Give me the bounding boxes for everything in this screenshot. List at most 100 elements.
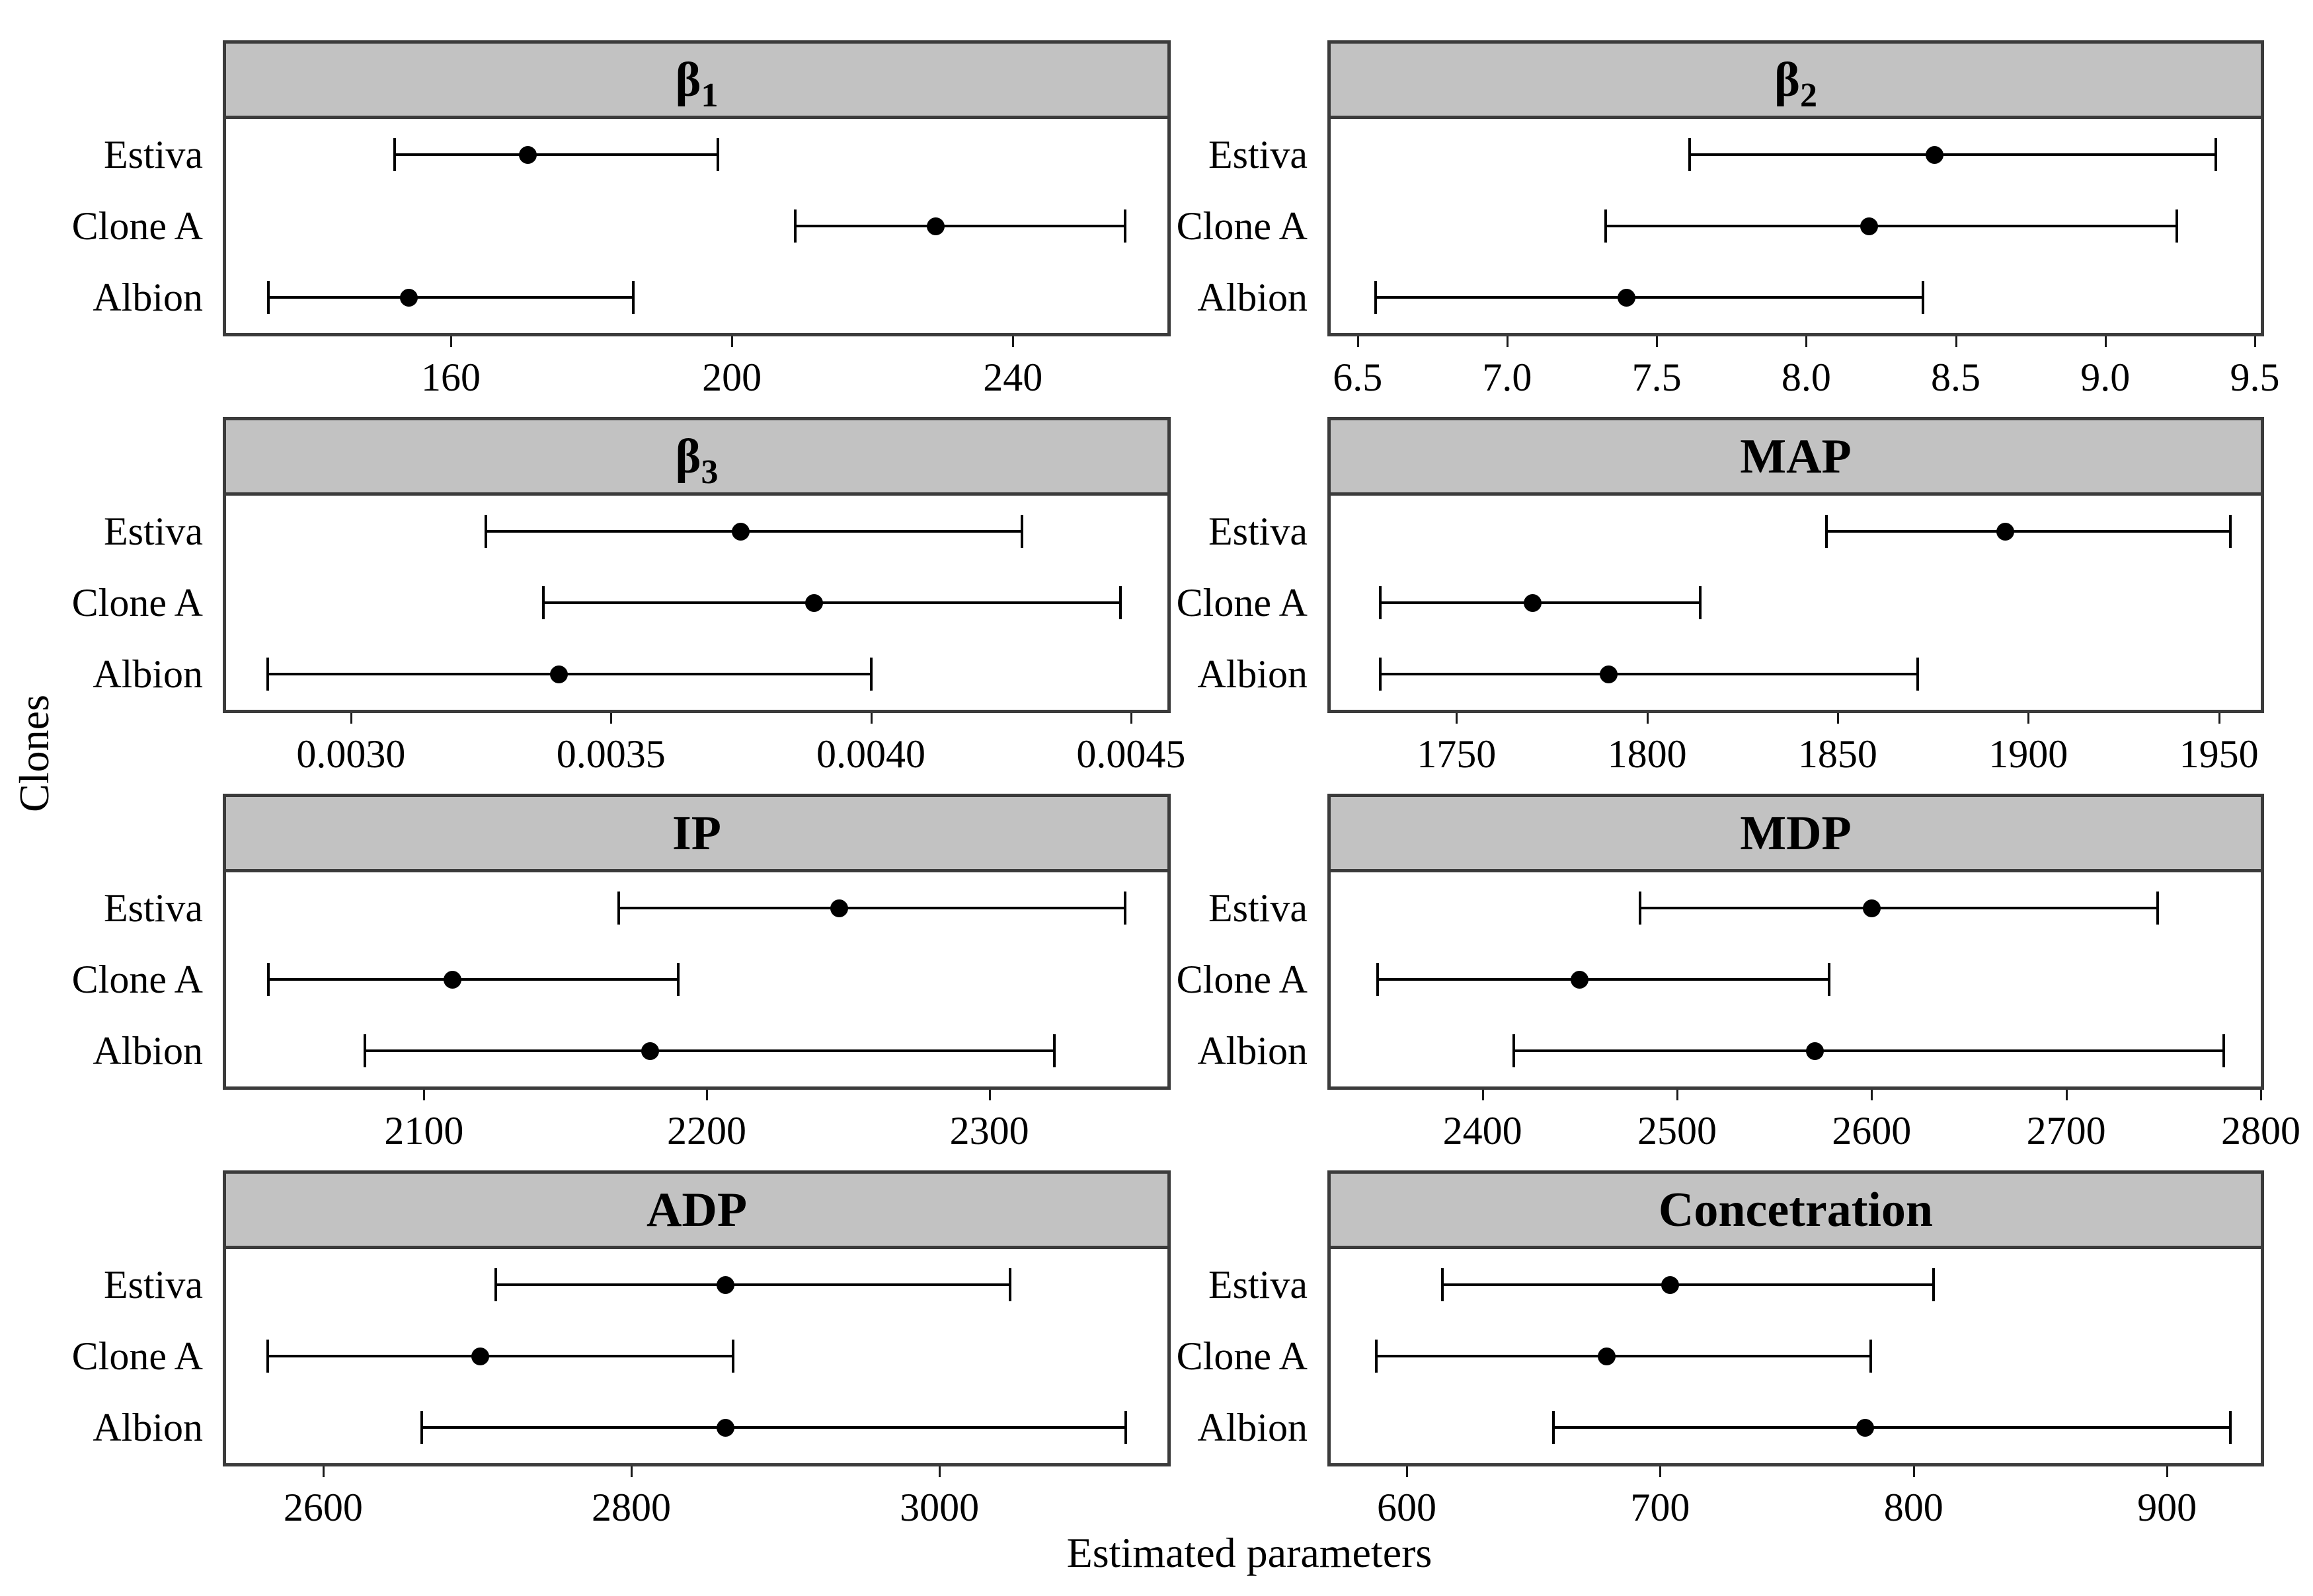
error-cap-high-beta2-Clone A	[2176, 209, 2179, 243]
error-cap-high-beta1-Estiva	[716, 138, 719, 171]
axis-tick-adp-3000	[939, 1466, 941, 1477]
axis-tick-label-map-1900: 1900	[1988, 732, 2068, 776]
point-marker-beta2-Albion	[1618, 288, 1636, 307]
row-label-ip-Clone A: Clone A	[71, 958, 203, 1001]
x-axis-beta1: 160 200 240	[226, 336, 1167, 409]
error-cap-low-beta1-Estiva	[393, 138, 397, 171]
error-cap-low-map-Albion	[1378, 658, 1382, 691]
point-marker-concetration-Albion	[1856, 1418, 1875, 1437]
panel-beta3: β3 0.0030 0.0035 0.0040 0.0045	[223, 417, 1185, 786]
axis-tick-label-mdp-2400: 2400	[1442, 1109, 1522, 1153]
error-bar-beta2-Estiva	[1689, 153, 2216, 156]
panel-beta1: β1 160 200 240	[223, 40, 1171, 409]
error-bar-beta3-Albion	[267, 673, 871, 675]
error-bar-adp-Clone A	[267, 1355, 733, 1357]
error-bar-adp-Estiva	[495, 1283, 1011, 1286]
point-marker-adp-Albion	[716, 1418, 734, 1437]
axis-tick-concetration-600	[1406, 1466, 1408, 1477]
error-cap-high-adp-Estiva	[1009, 1268, 1012, 1301]
row-label-beta2-Estiva: Estiva	[1208, 133, 1308, 176]
row-label-beta1-Clone A: Clone A	[71, 204, 203, 248]
axis-tick-label-adp-2600: 2600	[283, 1486, 363, 1529]
panel-title-adp: ADP	[646, 1182, 748, 1237]
axis-tick-label-concetration-800: 800	[1883, 1486, 1943, 1529]
panel-header-concetration: Concetration	[1327, 1170, 2264, 1249]
row-label-mdp-Albion: Albion	[1197, 1029, 1308, 1073]
axis-tick-map-1750	[1456, 713, 1458, 724]
axis-tick-concetration-900	[2166, 1466, 2169, 1477]
axis-tick-mdp-2400	[1481, 1090, 1484, 1100]
point-marker-map-Clone A	[1524, 593, 1542, 612]
error-bar-concetration-Albion	[1553, 1426, 2230, 1429]
error-bar-map-Albion	[1380, 673, 1918, 675]
axis-tick-beta1-240	[1012, 336, 1015, 347]
error-cap-high-map-Estiva	[2228, 515, 2232, 548]
axis-tick-label-beta1-160: 160	[421, 356, 481, 399]
row-label-beta3-Clone A: Clone A	[71, 581, 203, 625]
error-bar-ip-Albion	[364, 1049, 1054, 1052]
panel-concetration: Concetration 600 700 800 900	[1327, 1170, 2264, 1539]
panel-header-map: MAP	[1327, 417, 2264, 496]
error-cap-low-ip-Clone A	[267, 963, 270, 996]
panel-header-beta1: β1	[223, 40, 1171, 119]
axis-tick-beta3-0.0030	[350, 713, 352, 724]
error-bar-mdp-Albion	[1513, 1049, 2224, 1052]
axis-tick-label-mdp-2700: 2700	[2026, 1109, 2106, 1153]
axis-tick-label-mdp-2500: 2500	[1637, 1109, 1717, 1153]
x-axis-mdp: 2400 2500 2600 2700 2800	[1331, 1090, 2300, 1162]
error-bar-ip-Clone A	[268, 978, 679, 981]
panel-plot-ip	[223, 872, 1171, 1090]
axis-tick-mdp-2600	[1871, 1090, 1873, 1100]
row-label-concetration-Albion: Albion	[1197, 1406, 1308, 1449]
point-marker-mdp-Clone A	[1571, 970, 1589, 989]
point-marker-map-Albion	[1600, 665, 1618, 683]
axis-tick-map-1950	[2218, 713, 2220, 724]
row-label-ip-Estiva: Estiva	[104, 886, 203, 930]
axis-tick-label-beta2-6.5: 6.5	[1333, 356, 1383, 399]
axis-tick-beta3-0.0040	[870, 713, 873, 724]
point-marker-beta3-Clone A	[804, 593, 823, 612]
point-marker-beta1-Clone A	[926, 217, 945, 235]
error-cap-low-adp-Clone A	[266, 1340, 269, 1373]
panel-plot-adp	[223, 1249, 1171, 1466]
error-cap-high-beta1-Albion	[632, 281, 635, 314]
error-cap-low-beta3-Albion	[266, 658, 269, 691]
error-cap-high-mdp-Albion	[2222, 1034, 2226, 1067]
row-label-concetration-Estiva: Estiva	[1208, 1263, 1308, 1307]
error-bar-beta2-Clone A	[1606, 225, 2177, 227]
axis-tick-beta2-6.5	[1356, 336, 1359, 347]
error-bar-beta3-Estiva	[486, 530, 1022, 533]
error-cap-high-concetration-Albion	[2228, 1411, 2232, 1444]
axis-tick-label-beta2-9.5: 9.5	[2230, 356, 2280, 399]
axis-tick-label-mdp-2800: 2800	[2221, 1109, 2300, 1153]
axis-tick-label-beta2-9.0: 9.0	[2080, 356, 2131, 399]
panel-mdp: MDP 2400 2500 2600 2700 2800	[1327, 794, 2300, 1162]
axis-tick-label-beta1-200: 200	[702, 356, 762, 399]
row-label-beta2-Albion: Albion	[1197, 276, 1308, 319]
axis-tick-label-map-1950: 1950	[2179, 732, 2259, 776]
error-bar-concetration-Clone A	[1376, 1355, 1871, 1357]
axis-tick-label-beta1-240: 240	[983, 356, 1043, 399]
point-marker-ip-Estiva	[830, 899, 849, 917]
axis-tick-map-1850	[1836, 713, 1839, 724]
axis-tick-label-beta2-7.5: 7.5	[1631, 356, 1682, 399]
error-cap-high-mdp-Clone A	[1827, 963, 1830, 996]
x-axis-concetration: 600 700 800 900	[1331, 1466, 2261, 1539]
point-marker-beta3-Estiva	[732, 522, 750, 541]
panel-header-ip: IP	[223, 794, 1171, 872]
panel-title-map: MAP	[1740, 429, 1852, 484]
axis-tick-label-beta3-0.0045: 0.0045	[1076, 732, 1186, 776]
panel-plot-concetration	[1327, 1249, 2264, 1466]
error-cap-high-mdp-Estiva	[2156, 892, 2159, 925]
axis-tick-map-1900	[2027, 713, 2030, 724]
axis-tick-concetration-700	[1659, 1466, 1662, 1477]
axis-tick-beta2-9.5	[2254, 336, 2256, 347]
axis-tick-label-adp-2800: 2800	[591, 1486, 671, 1529]
axis-tick-beta1-160	[450, 336, 453, 347]
x-axis-ip: 2100 2200 2300	[226, 1090, 1167, 1162]
error-bar-concetration-Estiva	[1442, 1283, 1934, 1286]
error-cap-high-concetration-Clone A	[1869, 1340, 1872, 1373]
axis-tick-beta2-8.0	[1805, 336, 1808, 347]
error-bar-beta2-Albion	[1375, 296, 1923, 299]
